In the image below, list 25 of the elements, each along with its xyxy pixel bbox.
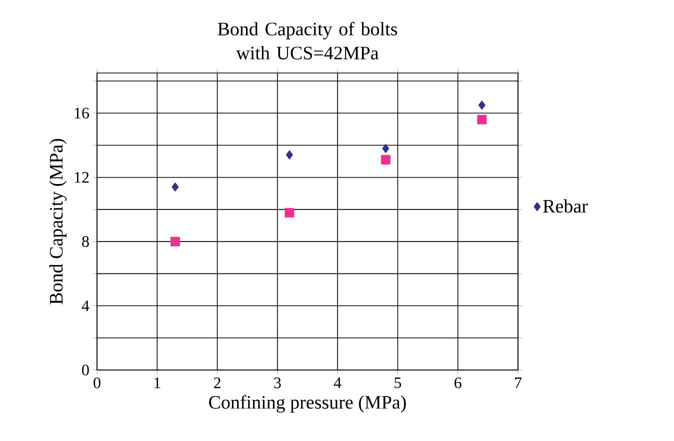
x-tick-label: 0 [94,378,100,388]
x-tick-label: 6 [454,378,462,388]
legend-label: Rebar [543,199,588,213]
point [172,182,179,192]
x-tick-label: 4 [334,378,342,388]
y-tick-label: 8 [82,236,89,247]
point [380,154,390,164]
point [170,236,180,246]
x-tick-label: 3 [274,378,281,388]
y-tick-label: 4 [82,300,90,312]
y-tick-label: 0 [82,364,89,376]
chart-title: Bond Capacity of bolts with UCS=42MPa [218,22,398,60]
point [284,208,294,218]
point [477,114,487,124]
y-axis-title: Bond Capacity (MPa) [49,138,67,304]
x-axis-title: Confining pressure (MPa) [209,395,406,413]
y-tick-label: 16 [74,108,90,119]
x-tick-label: 7 [515,378,522,388]
point [382,144,390,154]
x-tick-label: 1 [154,378,160,388]
x-tick-label: 5 [394,378,402,388]
y-tick-label: 12 [74,172,89,183]
x-tick-label: 2 [214,378,220,388]
point [286,150,294,160]
point [478,100,486,110]
